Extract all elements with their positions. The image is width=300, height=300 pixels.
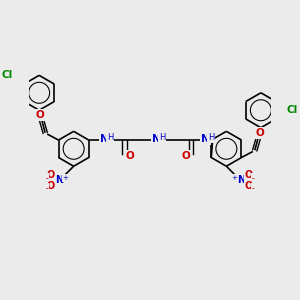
Text: O: O [181,151,190,161]
Text: O: O [245,170,253,181]
Text: +: + [63,175,69,181]
Text: O: O [47,170,55,181]
Text: +: + [231,175,237,181]
Text: H: H [107,133,113,142]
Text: N: N [237,175,245,184]
Text: -: - [45,184,48,194]
Text: -: - [252,184,255,194]
Text: O: O [245,181,253,191]
Text: N: N [55,175,63,184]
Text: O: O [47,181,55,191]
Text: Cl: Cl [2,70,13,80]
Text: H: H [159,133,165,142]
Text: N: N [201,134,210,144]
Text: O: O [36,110,45,120]
Text: H: H [208,133,214,142]
Text: Cl: Cl [287,105,298,115]
Text: N: N [100,134,108,144]
Text: -: - [252,174,255,183]
Text: -: - [45,174,48,183]
Text: N: N [152,134,161,144]
Text: O: O [125,151,134,161]
Text: O: O [255,128,264,138]
